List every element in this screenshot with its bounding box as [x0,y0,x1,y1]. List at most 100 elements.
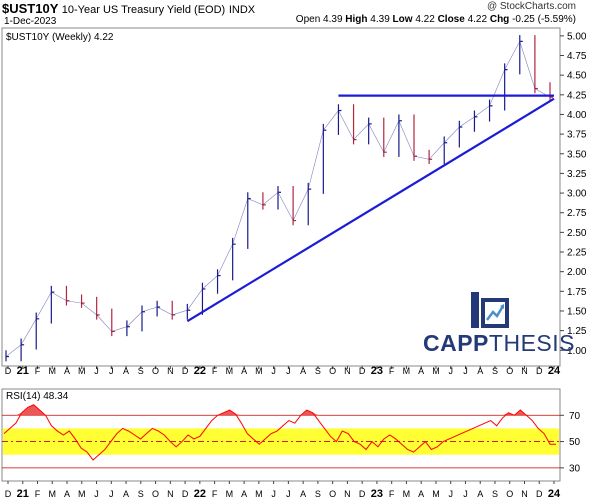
x-tick-label: M [226,366,234,376]
price-y-tick-label: 1.00 [567,346,587,357]
rsi-panel: D 21 F M A M J J A S O N D 22 F M A M J J A S O N D 23 F M A M J J A S O N D… [1,388,581,500]
x-tick-label: A [418,489,424,499]
low-label: Low [392,14,413,25]
x-tick-label: A [241,489,247,499]
rsi-y-tick-label: 70 [569,411,581,422]
close-label: Close [437,14,465,25]
x-tick-label: D [359,366,366,376]
rsi-line [3,404,556,461]
rsi-overbought-fill [4,404,556,416]
price-panel: 1.00 1.25 1.50 1.75 2.00 2.25 2.50 2.75 3.00 3.25… [1,27,587,377]
x-tick-label: F [389,489,395,499]
x-tick-label: J [109,489,114,499]
price-series-line [5,40,551,357]
price-y-tick-label: 3.50 [567,149,587,160]
x-tick-label: M [226,489,234,499]
rsi-legend: RSI(14) 48.34 [6,391,69,402]
x-tick-label: J [286,366,291,376]
chart-symbol-title: $UST10Y 10-Year US Treasury Yield (EOD) … [2,1,255,16]
x-tick-label: 24 [548,365,561,377]
x-tick-label: S [315,489,321,499]
x-tick-label: M [78,366,86,376]
price-y-tick-label: 1.25 [567,326,587,337]
x-tick-label: A [300,366,306,376]
x-tick-label: J [448,366,453,376]
high-label: High [345,14,368,25]
x-tick-label: F [389,366,395,376]
x-tick-label: M [403,366,411,376]
price-y-tick-label: 5.00 [567,31,587,42]
x-tick-label: N [167,489,174,499]
price-y-tick-label: 2.75 [567,208,587,219]
x-tick-label: A [241,366,247,376]
x-tick-label: 22 [194,365,206,377]
x-tick-label: J [448,489,453,499]
x-tick-label: A [64,489,70,499]
price-y-tick-label: 4.25 [567,90,587,101]
ohlc-readout: Open 4.39 High 4.39 Low 4.22 Close 4.22 … [296,14,576,25]
x-tick-label: J [286,489,291,499]
low-value: 4.22 [415,14,435,25]
open-value: 4.39 [323,14,343,25]
x-tick-label: M [432,366,440,376]
x-tick-label: M [403,489,411,499]
x-tick-label: F [212,489,218,499]
x-tick-label: N [521,489,528,499]
x-tick-label: O [329,366,336,376]
price-panel-frame [1,27,561,367]
x-tick-label: N [521,366,528,376]
chg-value: -0.25 (-5.59%) [512,14,576,25]
x-tick-label: N [167,366,174,376]
x-tick-label: F [35,489,41,499]
x-tick-label: M [255,366,263,376]
price-y-tick-label: 4.75 [567,51,587,62]
x-tick-label: A [123,366,129,376]
x-tick-label: 23 [371,488,383,500]
close-value: 4.22 [467,14,488,25]
x-tick-label: F [35,366,41,376]
x-tick-label: S [492,366,498,376]
price-legend: $UST10Y (Weekly) 4.22 [6,32,114,43]
x-tick-label: 23 [371,365,383,377]
price-y-tick-label: 4.00 [567,110,587,121]
price-y-tick-label: 3.25 [567,169,587,180]
x-tick-label: S [138,366,144,376]
x-tick-label: S [138,489,144,499]
x-tick-label: O [506,366,513,376]
x-tick-label: D [182,366,189,376]
logo-word-capp: CAPP [423,330,489,356]
trendline [186,97,555,323]
x-tick-label: J [271,366,276,376]
x-tick-label: M [78,489,86,499]
rsi-panel-frame [1,388,561,482]
x-tick-label: D [182,489,189,499]
x-tick-label: D [359,489,366,499]
price-y-tick-label: 2.25 [567,248,587,259]
x-tick-label: J [109,366,114,376]
x-tick-label: A [477,366,483,376]
x-tick-label: A [300,489,306,499]
rsi-y-tick-label: 30 [569,463,581,474]
chart-date: 1-Dec-2023 [4,16,57,27]
rsi-y-tick-label: 50 [569,437,581,448]
price-y-tick-label: 2.50 [567,228,587,239]
x-tick-label: O [152,489,159,499]
x-tick-label: A [418,366,424,376]
x-tick-label: A [477,489,483,499]
x-tick-label: A [64,366,70,376]
x-tick-label: J [463,366,468,376]
logo-word-thesis: THESIS [488,330,575,356]
symbol: $UST10Y [2,1,59,16]
x-tick-label: O [152,366,159,376]
x-tick-label: O [329,489,336,499]
x-tick-label: J [94,489,99,499]
x-tick-label: D [536,366,543,376]
x-tick-label: J [463,489,468,499]
price-y-tick-label: 3.00 [567,189,587,200]
capp-thesis-logo-text: CAPPTHESIS [423,330,575,357]
copyright-notice: @ StockCharts.com [486,1,576,12]
x-tick-label: A [123,489,129,499]
x-tick-label: D [536,489,543,499]
price-y-tick-label: 1.50 [567,306,587,317]
